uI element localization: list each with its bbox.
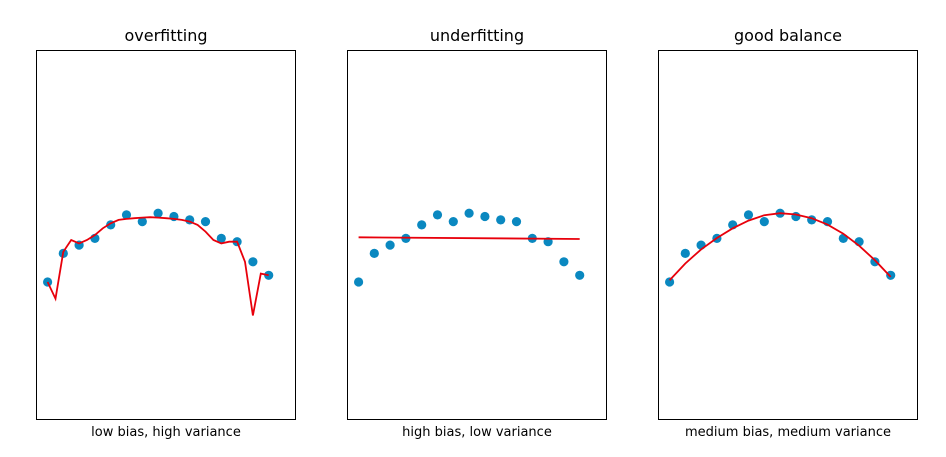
data-point	[369, 248, 379, 258]
data-point	[496, 215, 506, 225]
axes-frame	[658, 50, 918, 420]
axes-frame	[347, 50, 607, 420]
data-point	[559, 257, 569, 267]
axes-frame	[36, 50, 296, 420]
fit-line	[46, 216, 269, 316]
fit-line	[668, 212, 892, 281]
panel-title: underfitting	[430, 26, 524, 45]
data-point	[153, 208, 163, 218]
x-axis-label: high bias, low variance	[402, 425, 552, 440]
data-point	[575, 270, 585, 280]
data-point	[511, 217, 522, 227]
data-point	[743, 210, 754, 220]
data-point	[417, 220, 427, 230]
data-point	[137, 217, 147, 227]
data-point	[665, 277, 675, 287]
data-point	[791, 211, 801, 222]
data-point	[759, 217, 769, 227]
data-point	[680, 248, 690, 258]
fit-line	[358, 236, 580, 240]
data-point	[432, 210, 443, 220]
data-point	[248, 257, 258, 267]
data-point	[385, 240, 395, 250]
data-point	[480, 211, 490, 222]
plot-area	[665, 208, 896, 287]
data-point	[448, 217, 458, 227]
data-point	[200, 217, 211, 227]
data-point	[870, 257, 880, 267]
data-point	[354, 277, 364, 287]
panel-overfitting: overfitting low bias, high variance	[36, 26, 296, 440]
data-point	[886, 270, 896, 280]
data-point	[216, 233, 226, 243]
panel-good-balance: good balance medium bias, medium varianc…	[658, 26, 918, 440]
x-axis-label: low bias, high variance	[91, 425, 241, 440]
panel-underfitting: underfitting high bias, low variance	[347, 26, 607, 440]
data-point	[464, 208, 474, 218]
panel-title: good balance	[734, 26, 842, 45]
data-point	[121, 210, 132, 220]
plot-area	[354, 208, 585, 287]
x-axis-label: medium bias, medium variance	[685, 425, 891, 440]
panel-title: overfitting	[124, 26, 207, 45]
plot-area	[43, 208, 274, 316]
